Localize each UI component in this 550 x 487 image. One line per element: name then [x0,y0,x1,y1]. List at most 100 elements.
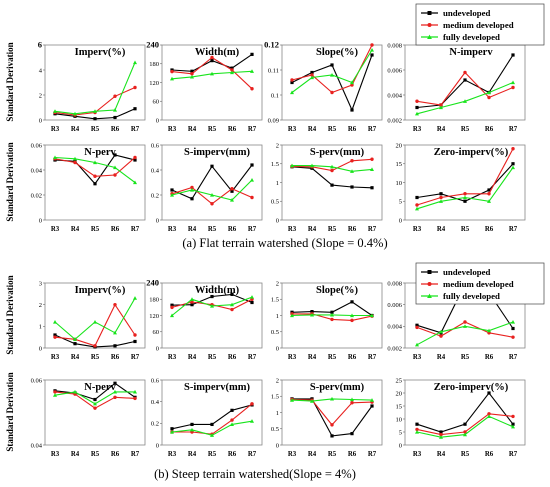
data-point [415,203,419,207]
y-tick-label: 0.09 [268,117,279,124]
x-tick-label: R6 [348,451,357,458]
x-tick-label: R5 [208,126,217,133]
plot-frame [161,144,263,221]
panel-title: N-perv [84,382,116,393]
data-point [487,414,491,418]
data-point [53,393,57,397]
data-point [330,63,334,67]
x-tick-label: R6 [348,226,357,233]
y-tick-label: 5 [399,199,402,206]
data-point [93,401,97,406]
panel-title: N-perv [84,147,116,158]
data-point [350,80,354,85]
data-point [463,430,467,434]
series-line-undeveloped [54,154,136,185]
x-tick-label: R6 [111,354,120,361]
data-point [190,185,194,190]
series-line-medium-developed [291,398,373,426]
panel-flat-imperv: 6 4 2 0 R3 R4 R5 R6 R7 Imperv(%) [38,39,146,133]
data-point [463,320,467,324]
data-point [210,193,214,197]
data-point [93,109,97,113]
x-tick-label: R5 [91,226,100,233]
data-point [511,414,515,419]
legend-label-fully-developed: fully developed [443,291,500,301]
data-point [250,52,254,56]
data-point [230,292,234,296]
data-point [487,90,491,95]
data-point [487,412,491,416]
data-point [370,398,374,402]
data-point [290,80,294,85]
y-tick-label: 0.5 [271,329,279,336]
data-point [113,153,117,157]
x-tick-label: R6 [348,126,357,133]
y-tick-label: 0.5 [271,426,279,433]
data-point [73,337,77,341]
data-point [53,320,57,324]
data-point [439,430,443,434]
y-tick-label: 0.004 [387,92,402,99]
data-point [190,74,194,79]
y-tick-label: 10 [396,416,403,423]
y-tick-label: 180 [149,297,159,304]
data-point [415,99,419,103]
panel-title: Slope(%) [316,285,359,296]
data-point [415,111,419,116]
y-tick-label: 240 [146,39,159,49]
y-tick-label: 0.006 [387,67,402,74]
panel-title: Width(m) [195,47,240,58]
data-point [511,53,515,57]
x-tick-label: R5 [328,451,337,458]
series-line-fully-developed [54,62,136,115]
data-point [330,396,334,401]
x-tick-label: R4 [437,226,446,233]
data-point [250,402,254,406]
data-point [463,199,467,203]
y-tick-label: 2 [276,377,279,384]
data-point [230,408,234,412]
y-tick-label: 2 [276,280,279,287]
data-point [133,396,137,401]
x-tick-label: R3 [413,451,422,458]
plot-frame [404,379,526,446]
data-point [190,197,194,201]
data-point [415,195,419,200]
panel-title: Imperv(%) [75,47,126,58]
y-tick-label: 0 [39,117,42,124]
data-point [350,318,354,323]
data-point [415,430,419,434]
panel-steep-n-perv: 0.06 0.04 R3 R4 R5 R6 R7 N-perv [31,377,146,458]
legend-marker [427,23,432,27]
data-point [133,85,137,90]
x-tick-label: R7 [248,354,257,361]
panel-title: Imperv(%) [75,285,126,296]
x-tick-label: R6 [228,226,237,233]
data-point [210,164,214,168]
data-point [370,313,374,318]
data-point [53,335,57,339]
data-point [370,186,374,190]
data-point [511,80,515,85]
x-tick-label: R4 [437,354,446,361]
panel-title: Zero-imperv(%) [434,382,509,393]
data-point [511,320,515,324]
data-point [113,165,117,170]
panel-flat-s-perv-mm: 2 1.5 1 0.5 0 R3 R4 R5 R6 R7 S-perv(mm) [271,142,383,233]
x-tick-label: R4 [308,126,317,133]
data-point [330,168,334,173]
data-point [230,418,234,422]
data-point [133,389,137,394]
series-line-undeveloped [292,398,373,437]
data-point [350,83,354,87]
data-point [210,55,214,60]
data-point [170,427,174,431]
y-tick-label: 0.5 [271,199,279,206]
y-tick-label: 25 [396,377,403,384]
x-tick-label: R3 [413,354,422,361]
x-tick-label: R5 [461,451,470,458]
y-tick-label: 0.006 [387,302,402,309]
series-line-fully-developed [54,297,136,341]
x-tick-label: R7 [248,451,257,458]
x-tick-label: R4 [437,451,446,458]
